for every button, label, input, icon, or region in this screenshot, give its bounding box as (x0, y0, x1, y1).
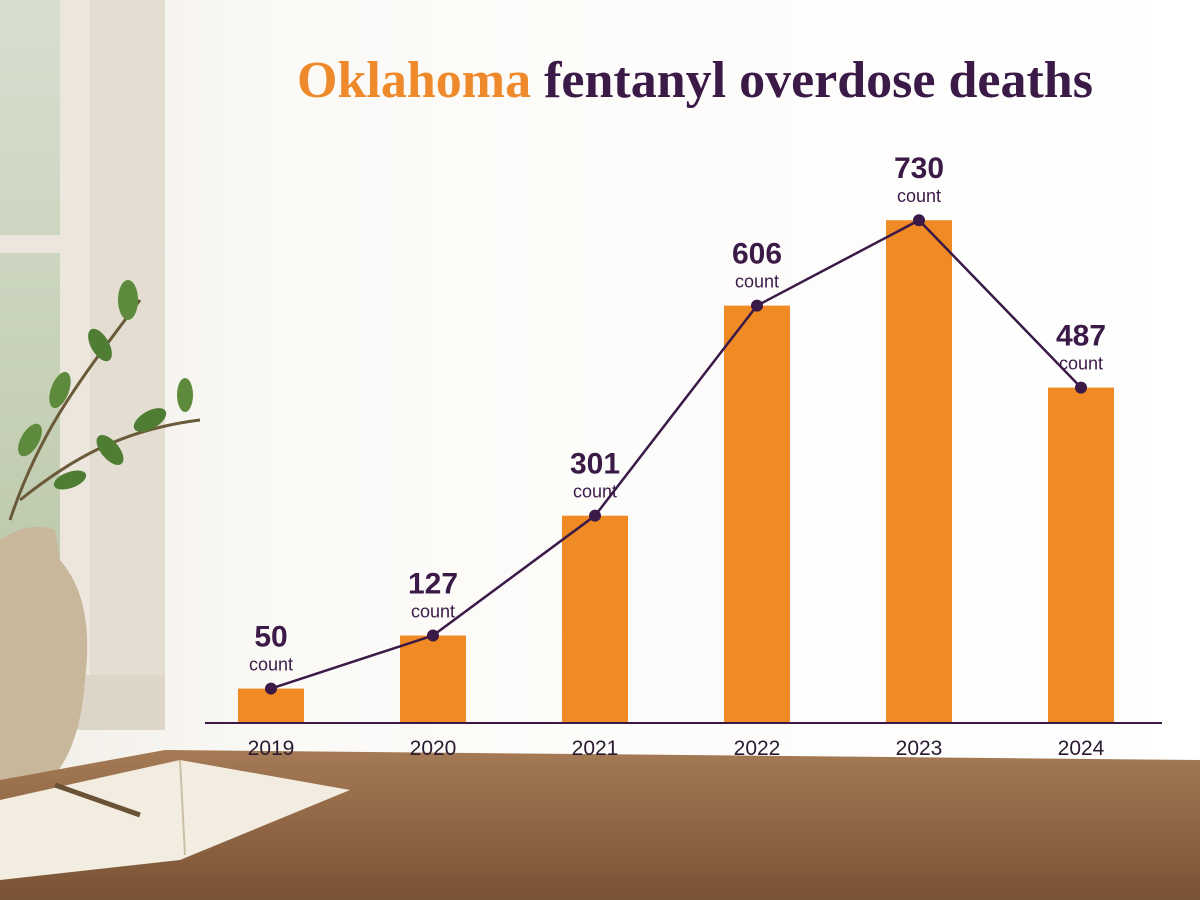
bar (1048, 387, 1114, 723)
book (0, 759, 350, 880)
chart-title: Oklahoma fentanyl overdose deaths (297, 52, 1093, 109)
unit-label: count (1059, 354, 1103, 374)
trend-point (427, 629, 439, 642)
x-tick-label: 2023 (896, 737, 943, 760)
trend-point (751, 299, 763, 312)
trend-point (265, 682, 277, 695)
trend-point (589, 509, 601, 522)
value-label: 487 (1056, 320, 1106, 353)
x-tick-label: 2019 (248, 737, 295, 760)
bar (724, 305, 790, 723)
value-label: 606 (732, 238, 782, 271)
unit-label: count (897, 186, 941, 206)
plot-area: 2019 2020 2021 2022 2023 202450count127count3… (205, 152, 1162, 760)
trend-point (1075, 381, 1087, 394)
bar (562, 515, 628, 723)
bar (886, 220, 952, 723)
x-tick-label: 2020 (410, 737, 457, 760)
trend-point (913, 214, 925, 227)
plant (0, 280, 201, 780)
title-rest: fentanyl overdose deaths (544, 52, 1093, 109)
x-tick-label: 2021 (572, 737, 619, 760)
value-label: 50 (254, 621, 287, 654)
value-label: 301 (570, 448, 620, 481)
unit-label: count (249, 655, 293, 675)
bar (400, 635, 466, 723)
value-label: 730 (894, 152, 944, 185)
unit-label: count (735, 272, 779, 292)
x-tick-label: 2024 (1058, 737, 1105, 760)
unit-label: count (573, 482, 617, 502)
unit-label: count (411, 602, 455, 622)
x-tick-label: 2022 (734, 737, 781, 760)
value-label: 127 (408, 568, 458, 601)
title-highlight: Oklahoma (297, 52, 531, 109)
trend-line (270, 218, 1082, 690)
